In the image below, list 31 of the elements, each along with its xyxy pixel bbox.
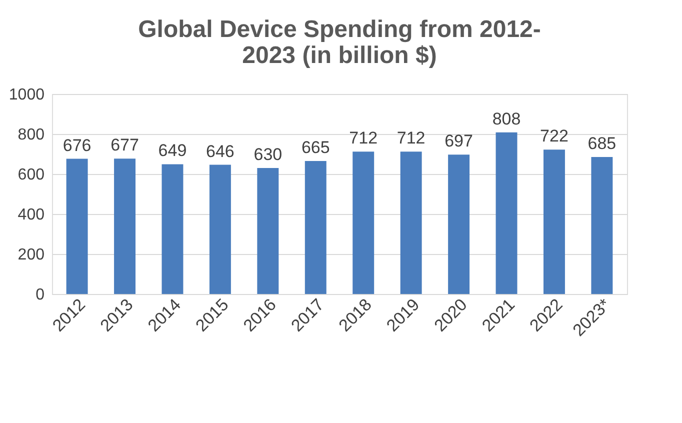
bar	[352, 152, 374, 294]
bar	[162, 164, 184, 294]
bar	[304, 161, 326, 294]
y-tick-label: 400	[18, 206, 45, 224]
bar	[543, 150, 565, 294]
data-label: 712	[396, 128, 426, 148]
data-label: 646	[206, 142, 234, 161]
data-label: 649	[158, 141, 187, 160]
bar	[400, 152, 422, 294]
bar	[209, 164, 231, 294]
data-label: 665	[301, 138, 330, 157]
y-tick-label: 200	[18, 246, 45, 264]
chart-title: Global Device Spending from 2012-2023 (in billion $)	[138, 16, 541, 69]
data-label: 676	[62, 136, 92, 155]
data-label: 685	[588, 134, 616, 153]
bar	[257, 168, 279, 294]
bar	[114, 158, 136, 294]
bar	[591, 157, 613, 294]
y-tick-label: 600	[18, 166, 45, 184]
bar	[496, 132, 518, 294]
y-tick-label: 0	[36, 286, 45, 304]
data-label: 697	[444, 132, 473, 151]
bar	[66, 158, 88, 294]
bar	[448, 154, 470, 294]
data-label: 722	[540, 126, 568, 146]
y-tick-label: 1000	[8, 86, 45, 104]
data-label: 677	[110, 136, 139, 155]
data-label: 808	[492, 109, 521, 128]
y-tick-label: 800	[18, 126, 45, 144]
data-label: 630	[254, 145, 282, 164]
data-label: 712	[349, 128, 378, 148]
